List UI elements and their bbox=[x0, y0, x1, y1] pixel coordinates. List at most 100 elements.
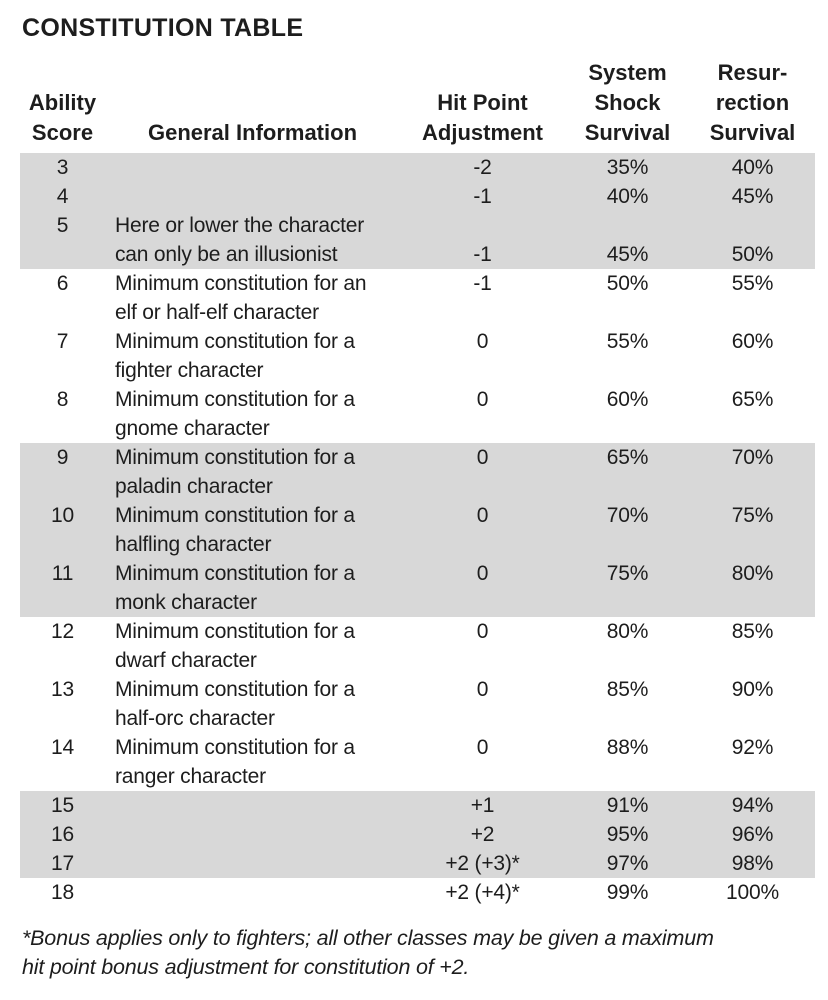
text-line: Survival bbox=[709, 120, 796, 145]
table-row: 15 +1 91% 94% bbox=[20, 791, 815, 820]
cell-shock: 45% bbox=[565, 211, 690, 269]
cell-shock: 70% bbox=[565, 501, 690, 559]
cell-info: Minimum constitution for a fighter charac… bbox=[105, 327, 400, 385]
text-line bbox=[400, 211, 565, 240]
cell-score: 17 bbox=[20, 849, 105, 878]
text-line: Survival bbox=[584, 120, 671, 145]
cell-shock: 50% bbox=[565, 269, 690, 327]
text-line: -1 bbox=[473, 185, 492, 208]
text-line bbox=[690, 646, 815, 675]
cell-res: 75% bbox=[690, 501, 815, 559]
text-line: -1 bbox=[473, 243, 492, 266]
text-line: Minimum constitution for a bbox=[115, 562, 355, 585]
cell-shock: 99% bbox=[565, 878, 690, 907]
text-line bbox=[565, 704, 690, 733]
text-line: 55% bbox=[606, 330, 649, 353]
text-line bbox=[565, 298, 690, 327]
cell-score: 15 bbox=[20, 791, 105, 820]
text-line: Minimum constitution for a bbox=[115, 330, 355, 353]
text-line: paladin character bbox=[115, 475, 273, 498]
table-row: 12 Minimum constitution for a dwarf charac… bbox=[20, 617, 815, 675]
text-line: 17 bbox=[51, 852, 74, 875]
table-row: 11 Minimum constitution for a monk charact… bbox=[20, 559, 815, 617]
text-line bbox=[400, 646, 565, 675]
text-line: 35% bbox=[606, 156, 649, 179]
text-line: 70% bbox=[606, 504, 649, 527]
text-line bbox=[400, 414, 565, 443]
table-row: 7 Minimum constitution for a fighter chara… bbox=[20, 327, 815, 385]
text-line: Minimum constitution for a bbox=[115, 678, 355, 701]
text-line: General Information bbox=[147, 120, 358, 145]
text-line bbox=[565, 356, 690, 385]
text-line bbox=[400, 588, 565, 617]
cell-shock: 65% bbox=[565, 443, 690, 501]
text-line: +2 (+4)* bbox=[445, 881, 520, 904]
text-line bbox=[115, 849, 400, 878]
text-line bbox=[20, 530, 105, 559]
cell-adj: -1 bbox=[400, 269, 565, 327]
text-line bbox=[690, 530, 815, 559]
text-line: 99% bbox=[606, 881, 649, 904]
text-line bbox=[115, 791, 400, 820]
text-line: Minimum constitution for an bbox=[115, 272, 367, 295]
text-line bbox=[105, 58, 400, 88]
text-line: 94% bbox=[731, 794, 774, 817]
column-header-shock: System Shock Survival bbox=[565, 58, 690, 148]
text-line: 85% bbox=[606, 678, 649, 701]
text-line bbox=[400, 704, 565, 733]
text-line: 0 bbox=[476, 446, 489, 469]
text-line bbox=[20, 414, 105, 443]
text-line: 0 bbox=[476, 504, 489, 527]
text-line bbox=[690, 472, 815, 501]
table-row: 9 Minimum constitution for a paladin chara… bbox=[20, 443, 815, 501]
cell-info bbox=[105, 849, 400, 878]
cell-info: Minimum constitution for a halfling chara… bbox=[105, 501, 400, 559]
text-line bbox=[20, 298, 105, 327]
text-line: System bbox=[588, 60, 667, 85]
text-line bbox=[115, 182, 400, 211]
cell-shock: 85% bbox=[565, 675, 690, 733]
text-line bbox=[400, 762, 565, 791]
table-row: 18 +2 (+4)* 99% 100% bbox=[20, 878, 815, 907]
cell-info: Minimum constitution for a dwarf characte… bbox=[105, 617, 400, 675]
text-line bbox=[690, 356, 815, 385]
cell-score: 6 bbox=[20, 269, 105, 327]
text-line: half-orc character bbox=[115, 707, 275, 730]
cell-info: Minimum constitution for a ranger charact… bbox=[105, 733, 400, 791]
cell-adj: -1 bbox=[400, 211, 565, 269]
text-line: 50% bbox=[731, 243, 774, 266]
cell-adj: -1 bbox=[400, 182, 565, 211]
cell-res: 90% bbox=[690, 675, 815, 733]
text-line: 13 bbox=[51, 678, 74, 701]
text-line: 7 bbox=[56, 330, 69, 353]
text-line bbox=[400, 472, 565, 501]
cell-adj: 0 bbox=[400, 385, 565, 443]
cell-adj: 0 bbox=[400, 617, 565, 675]
text-line: 60% bbox=[731, 330, 774, 353]
text-line bbox=[20, 472, 105, 501]
text-line bbox=[115, 878, 400, 907]
cell-info bbox=[105, 820, 400, 849]
cell-score: 9 bbox=[20, 443, 105, 501]
cell-shock: 91% bbox=[565, 791, 690, 820]
text-line: 0 bbox=[476, 620, 489, 643]
text-line: 55% bbox=[731, 272, 774, 295]
text-line: dwarf character bbox=[115, 649, 257, 672]
text-line: -1 bbox=[473, 272, 492, 295]
cell-res: 85% bbox=[690, 617, 815, 675]
text-line: gnome character bbox=[115, 417, 270, 440]
text-line bbox=[400, 298, 565, 327]
column-header-score: Ability Score bbox=[20, 58, 105, 148]
cell-adj: -2 bbox=[400, 153, 565, 182]
text-line: 3 bbox=[56, 156, 69, 179]
text-line: -2 bbox=[473, 156, 492, 179]
text-line: 16 bbox=[51, 823, 74, 846]
cell-score: 13 bbox=[20, 675, 105, 733]
cell-res: 45% bbox=[690, 182, 815, 211]
table-row: 4 -1 40% 45% bbox=[20, 182, 815, 211]
cell-adj: +1 bbox=[400, 791, 565, 820]
footnote: *Bonus applies only to fighters; all oth… bbox=[22, 924, 714, 982]
cell-shock: 55% bbox=[565, 327, 690, 385]
text-line: 0 bbox=[476, 562, 489, 585]
text-line bbox=[400, 530, 565, 559]
